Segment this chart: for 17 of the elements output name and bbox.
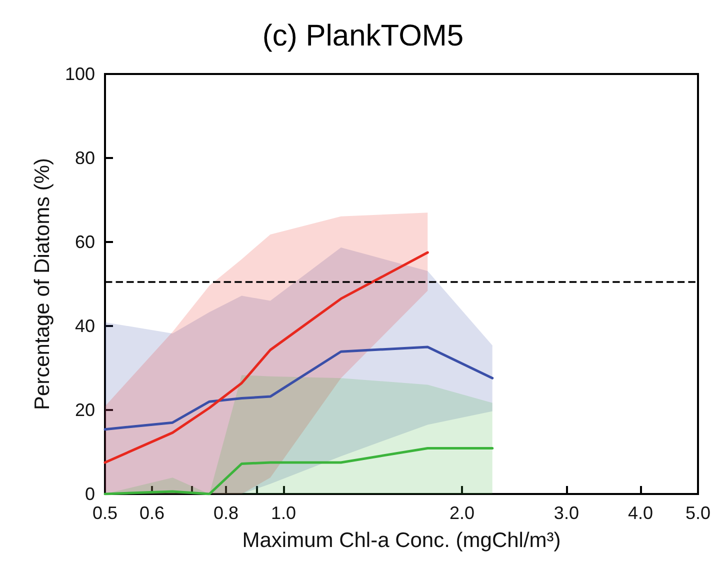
y-tick-label: 0 <box>84 484 95 504</box>
x-tick-label: 0.6 <box>139 503 164 523</box>
chart-title: (c) PlankTOM5 <box>262 20 464 52</box>
x-tick-label: 1.0 <box>270 503 296 523</box>
x-tick-label: 0.5 <box>92 503 118 523</box>
y-tick-label: 60 <box>74 232 95 252</box>
x-tick-label: 2.0 <box>450 503 475 523</box>
y-axis-title: Percentage of Diatoms (%) <box>31 158 54 410</box>
x-axis-title: Maximum Chl-a Conc. (mgChl/m³) <box>242 529 561 552</box>
x-tick-label: 0.8 <box>214 503 239 523</box>
x-tick-label: 5.0 <box>685 503 711 523</box>
y-tick-label: 100 <box>64 64 95 84</box>
x-tick-label: 4.0 <box>628 503 654 523</box>
y-tick-label: 20 <box>74 400 95 420</box>
x-tick-label: 3.0 <box>554 503 579 523</box>
y-tick-label: 80 <box>74 148 95 168</box>
y-tick-label: 40 <box>74 316 95 336</box>
